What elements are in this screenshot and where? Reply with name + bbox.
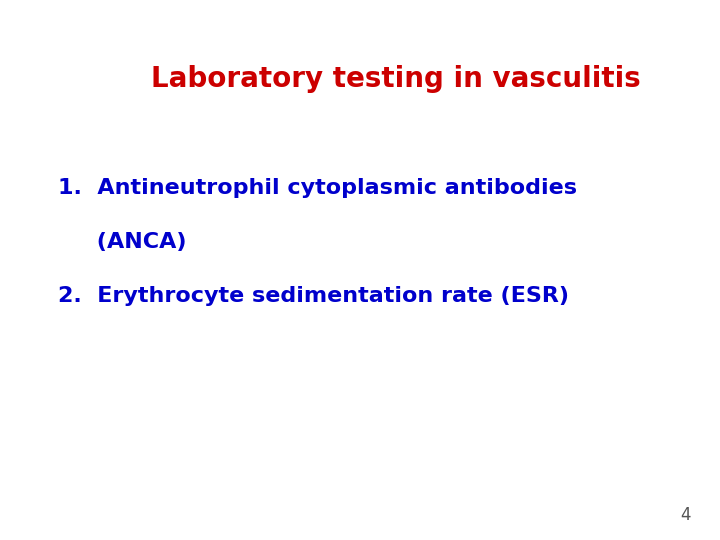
Text: 4: 4 (680, 506, 691, 524)
Text: (ANCA): (ANCA) (58, 232, 186, 252)
Text: 2.  Erythrocyte sedimentation rate (ESR): 2. Erythrocyte sedimentation rate (ESR) (58, 286, 569, 306)
Text: Laboratory testing in vasculitis: Laboratory testing in vasculitis (151, 65, 641, 93)
Text: 1.  Antineutrophil cytoplasmic antibodies: 1. Antineutrophil cytoplasmic antibodies (58, 178, 577, 198)
